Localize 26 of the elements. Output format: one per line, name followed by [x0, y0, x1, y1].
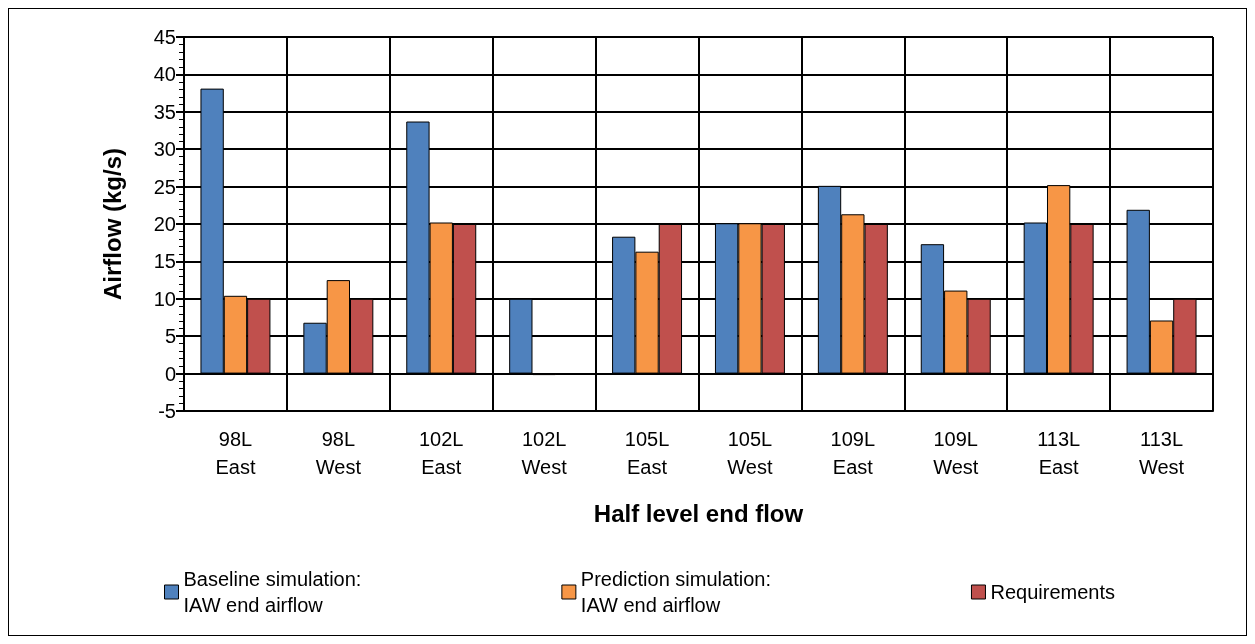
legend-label: Baseline simulation: IAW end airflow: [183, 568, 362, 616]
y-tick-label: 15: [153, 250, 176, 273]
legend-label: Prediction simulation: IAW end airflow: [580, 568, 771, 616]
x-tick-label: 105L East: [624, 428, 670, 478]
y-tick-label: 40: [153, 63, 176, 86]
x-tick-label: 105L West: [727, 428, 773, 478]
x-tick-label: 109L West: [933, 428, 979, 478]
x-tick-label: 102L East: [419, 428, 464, 478]
y-tick-label: 10: [153, 287, 176, 310]
x-axis-title: Half level end flow: [593, 499, 804, 527]
x-tick-label: 109L East: [830, 428, 876, 478]
x-tick-label: 98L West: [315, 428, 362, 478]
y-tick-label: 45: [153, 26, 176, 48]
y-tick-label: -5: [158, 400, 176, 422]
y-tick-label: 35: [153, 100, 176, 123]
y-tick-label: 25: [153, 175, 176, 198]
y-tick-label: 30: [153, 138, 176, 161]
y-tick-label: 0: [164, 362, 176, 385]
x-tick-label: 113L West: [1138, 428, 1185, 478]
y-tick-label: 20: [153, 213, 176, 235]
y-tick-label: 5: [164, 325, 176, 348]
legend-label: Requirements: [990, 581, 1115, 603]
y-axis-title: Airflow (kg/s): [98, 147, 126, 301]
x-tick-label: 113L East: [1037, 428, 1081, 478]
x-tick-label: 102L West: [521, 428, 568, 478]
x-tick-label: 98L East: [215, 428, 256, 478]
